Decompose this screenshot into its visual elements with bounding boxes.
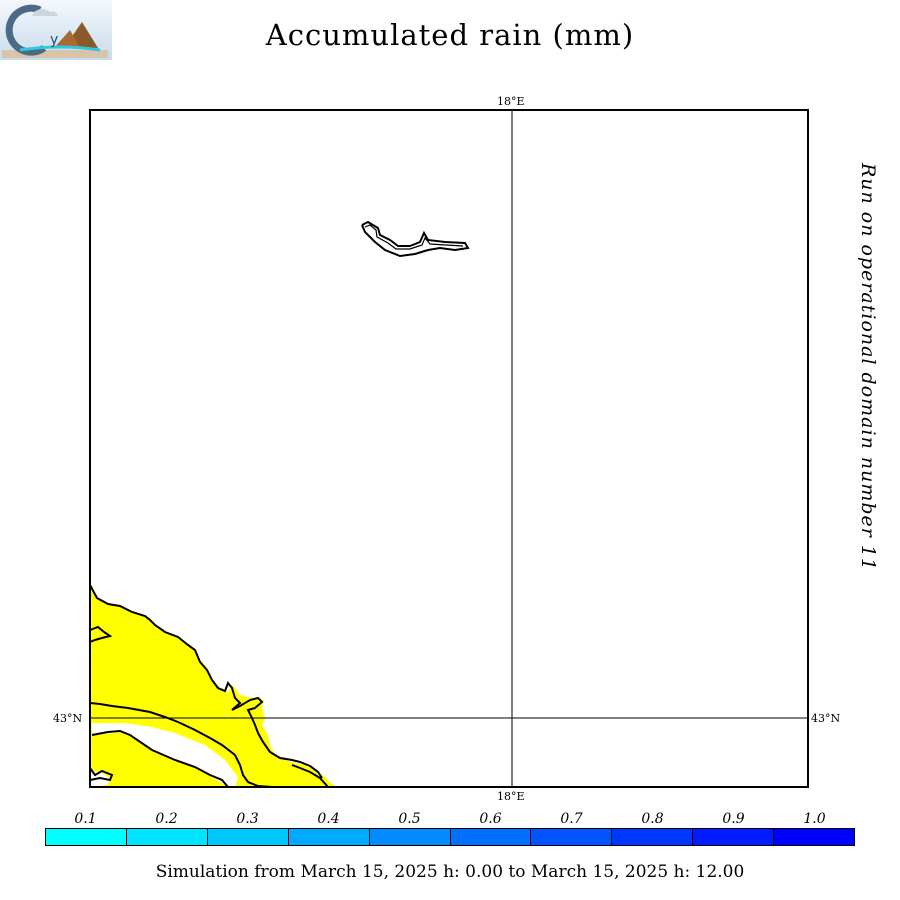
colorbar-label: 0.2 [155, 811, 178, 827]
svg-text:y: y [50, 32, 58, 48]
colorbar-swatch [612, 829, 694, 845]
colorbar-swatch [693, 829, 775, 845]
lat-label-left: 43°N [53, 712, 83, 725]
coastlines [89, 220, 470, 788]
colorbar-label: 0.6 [479, 811, 502, 827]
colorbar-swatch [207, 829, 289, 845]
colorbar-swatch [288, 829, 370, 845]
colorbar-label: 0.9 [722, 811, 745, 827]
colorbar-labels: 0.1 0.2 0.3 0.4 0.5 0.6 0.7 0.8 0.9 1.0 [45, 811, 855, 827]
colorbar-swatch [126, 829, 208, 845]
colorbar-swatch [531, 829, 613, 845]
colorbar-label: 1.0 [803, 811, 826, 827]
chym-logo: y [0, 0, 112, 60]
colorbar-label: 0.5 [398, 811, 421, 827]
map-frame [89, 109, 809, 788]
colorbar-swatch [774, 829, 855, 845]
lat-label-right: 43°N [811, 712, 841, 725]
colorbar-swatch [450, 829, 532, 845]
lon-label-bottom: 18°E [497, 790, 525, 803]
colorbar-swatch [369, 829, 451, 845]
map-title: Accumulated rain (mm) [265, 18, 635, 52]
land-rain-area [90, 585, 336, 787]
simulation-period: Simulation from March 15, 2025 h: 0.00 t… [155, 862, 745, 882]
colorbar-label: 0.3 [236, 811, 259, 827]
graticule [90, 110, 808, 787]
colorbar [45, 828, 855, 846]
colorbar-label: 0.7 [560, 811, 583, 827]
colorbar-label: 0.8 [641, 811, 664, 827]
run-info-text: Run on operational domain number 11 [857, 162, 879, 572]
colorbar-label: 0.4 [317, 811, 340, 827]
lon-label-top: 18°E [497, 95, 525, 108]
colorbar-swatch [46, 829, 127, 845]
colorbar-label: 0.1 [74, 811, 97, 827]
